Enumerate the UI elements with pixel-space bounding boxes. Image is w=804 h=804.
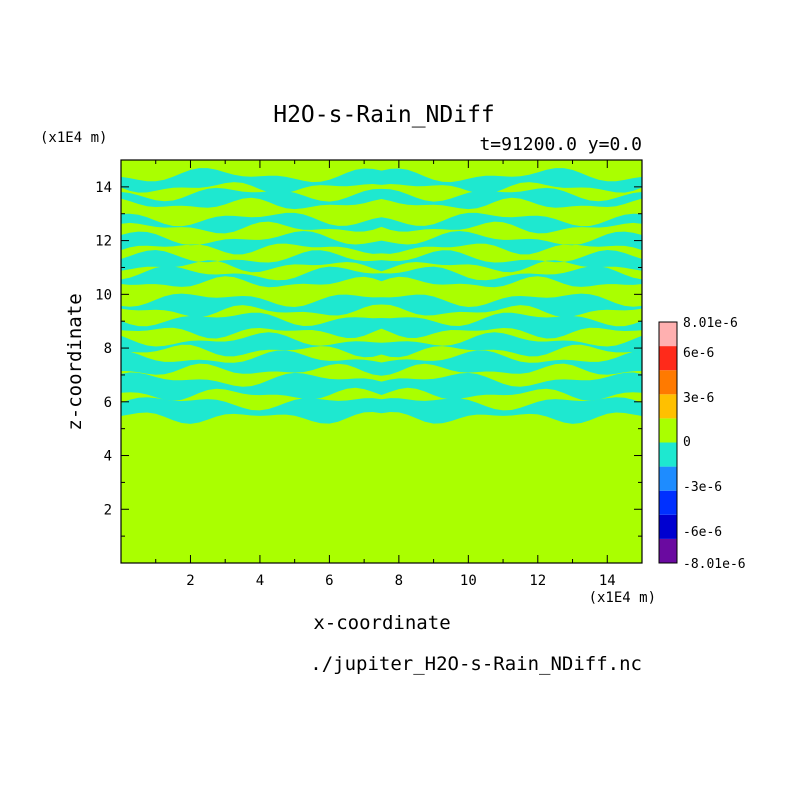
colorbar-label: -6e-6 [683,525,722,540]
x-tick-label: 2 [186,573,194,589]
negative-band [121,293,642,318]
source-filename: ./jupiter_H2O-s-Rain_NDiff.nc [310,653,642,675]
y-tick-label: 2 [104,502,112,518]
x-tick-label: 12 [529,573,546,589]
y-tick-label: 6 [104,395,112,411]
y-tick-label: 4 [104,449,112,465]
colorbar-frame [658,321,678,564]
colorbar-segment [659,322,677,347]
x-tick-label: 6 [325,573,333,589]
colorbar-segment [659,346,677,371]
negative-band [121,350,642,376]
colorbar-label: 8.01e-6 [683,316,738,331]
colorbar-label: 3e-6 [683,391,714,406]
colorbar-label: 6e-6 [683,346,714,361]
chart-title: H2O-s-Rain_NDiff [273,102,495,128]
x-axis-label: x-coordinate [313,612,450,634]
colorbar-segment [659,370,677,395]
y-axis-label: z-coordinate [64,293,86,430]
chart-subtitle: t=91200.0 y=0.0 [479,134,642,155]
x-unit-label: (x1E4 m) [589,590,656,606]
negative-band [121,312,642,339]
colorbar-segment [659,538,677,563]
y-axis: 2 4 6 8 10 12 14 [95,159,642,537]
x-tick-label: 8 [395,573,403,589]
plot-area [120,159,643,564]
colorbar-segment [659,394,677,419]
y-tick-label: 14 [95,180,112,196]
negative-field-regions [121,168,642,424]
y-tick-label: 10 [95,287,112,303]
colorbar: 8.01e-6 6e-6 3e-6 0 -3e-6 -6e-6 -8.01e-6 [658,316,746,572]
plot-frame [120,159,643,564]
colorbar-label: -3e-6 [683,480,722,495]
colorbar-segment [659,442,677,467]
negative-band [121,212,642,234]
colorbar-segment [659,490,677,515]
negative-band [121,372,642,401]
negative-band [121,231,642,255]
negative-band [121,332,642,358]
x-tick-label: 10 [460,573,477,589]
colorbar-segment [659,466,677,491]
y-tick-label: 8 [104,341,112,357]
colorbar-segment [659,514,677,539]
colorbar-label: -8.01e-6 [683,557,746,572]
negative-band [121,168,642,194]
x-tick-label: 14 [599,573,616,589]
y-tick-label: 12 [95,234,112,250]
colorbar-label: 0 [683,435,691,450]
x-tick-label: 4 [256,573,264,589]
negative-band [121,266,642,288]
colorbar-segment [659,418,677,443]
negative-band [121,397,642,424]
negative-band [121,250,642,273]
y-unit-label: (x1E4 m) [40,130,107,146]
negative-band [121,187,642,210]
x-axis: 2 4 6 8 10 12 14 [155,160,643,589]
